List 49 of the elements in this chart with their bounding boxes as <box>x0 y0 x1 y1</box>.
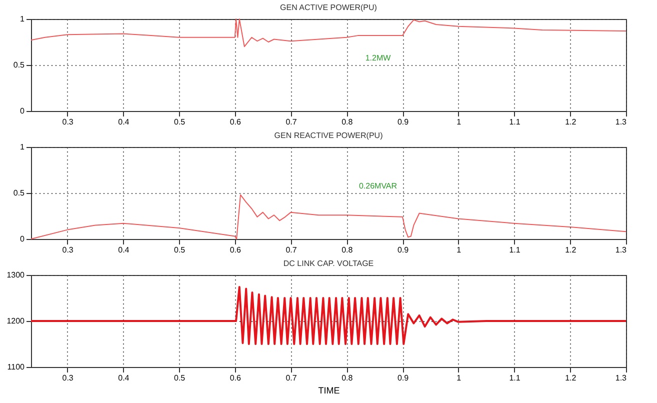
x-tick-label: 1 <box>456 374 462 382</box>
y-tick-label: 1 <box>20 14 26 24</box>
y-tick-label: 1200 <box>6 316 26 326</box>
x-tick-label: 1 <box>456 246 462 254</box>
x-tick-label: 1.3 <box>615 118 628 126</box>
x-tick-label: 1.3 <box>615 246 628 254</box>
x-tick-label: 1.1 <box>509 118 521 126</box>
x-tick-label: 1.1 <box>509 246 521 254</box>
x-tick-label: 1 <box>456 118 462 126</box>
x-tick-label: 0.7 <box>286 118 298 126</box>
annotation: 0.26MVAR <box>358 182 398 191</box>
chart-title: GEN REACTIVE POWER(PU) <box>274 131 384 140</box>
x-tick-label: 1.1 <box>509 374 521 382</box>
y-tick-label: 1100 <box>7 362 26 372</box>
y-tick-label: 0.5 <box>13 60 26 70</box>
annotation: 1.2MW <box>365 54 392 63</box>
line-series <box>30 286 627 345</box>
x-axis-title: TIME <box>318 386 340 396</box>
x-tick-label: 0.4 <box>118 246 130 254</box>
x-tick-label: 1.2 <box>565 246 577 254</box>
x-tick-label: 0.9 <box>397 374 410 382</box>
x-tick-label: 0.3 <box>62 118 74 126</box>
x-tick-label: 0.6 <box>230 118 242 126</box>
x-tick-label: 0.8 <box>342 118 354 126</box>
x-tick-label: 1.3 <box>615 374 628 382</box>
x-tick-label: 0.9 <box>397 118 410 126</box>
y-tick-label: 1300 <box>6 270 26 280</box>
x-tick-label: 0.4 <box>118 374 130 382</box>
x-tick-label: 0.7 <box>286 374 298 382</box>
x-tick-label: 0.4 <box>118 118 130 126</box>
x-tick-label: 0.8 <box>342 374 354 382</box>
y-tick-label: 1 <box>20 142 26 152</box>
x-tick-label: 0.5 <box>174 118 186 126</box>
x-tick-label: 0.3 <box>62 374 74 382</box>
x-tick-label: 0.8 <box>342 246 354 254</box>
x-tick-label: 1.2 <box>565 118 577 126</box>
x-tick-label: 0.5 <box>174 374 186 382</box>
x-tick-label: 0.9 <box>397 246 410 254</box>
y-tick-label: 0 <box>20 234 26 244</box>
chart-title: DC LINK CAP. VOLTAGE <box>283 259 374 268</box>
x-tick-label: 0.3 <box>62 246 74 254</box>
y-tick-label: 0.5 <box>13 188 26 198</box>
chart-title: GEN ACTIVE POWER(PU) <box>280 3 378 12</box>
x-tick-label: 1.2 <box>565 374 577 382</box>
y-tick-label: 0 <box>20 106 26 116</box>
x-tick-label: 0.7 <box>286 246 298 254</box>
x-tick-label: 0.6 <box>230 246 242 254</box>
x-tick-label: 0.5 <box>174 246 186 254</box>
x-tick-label: 0.6 <box>230 374 242 382</box>
